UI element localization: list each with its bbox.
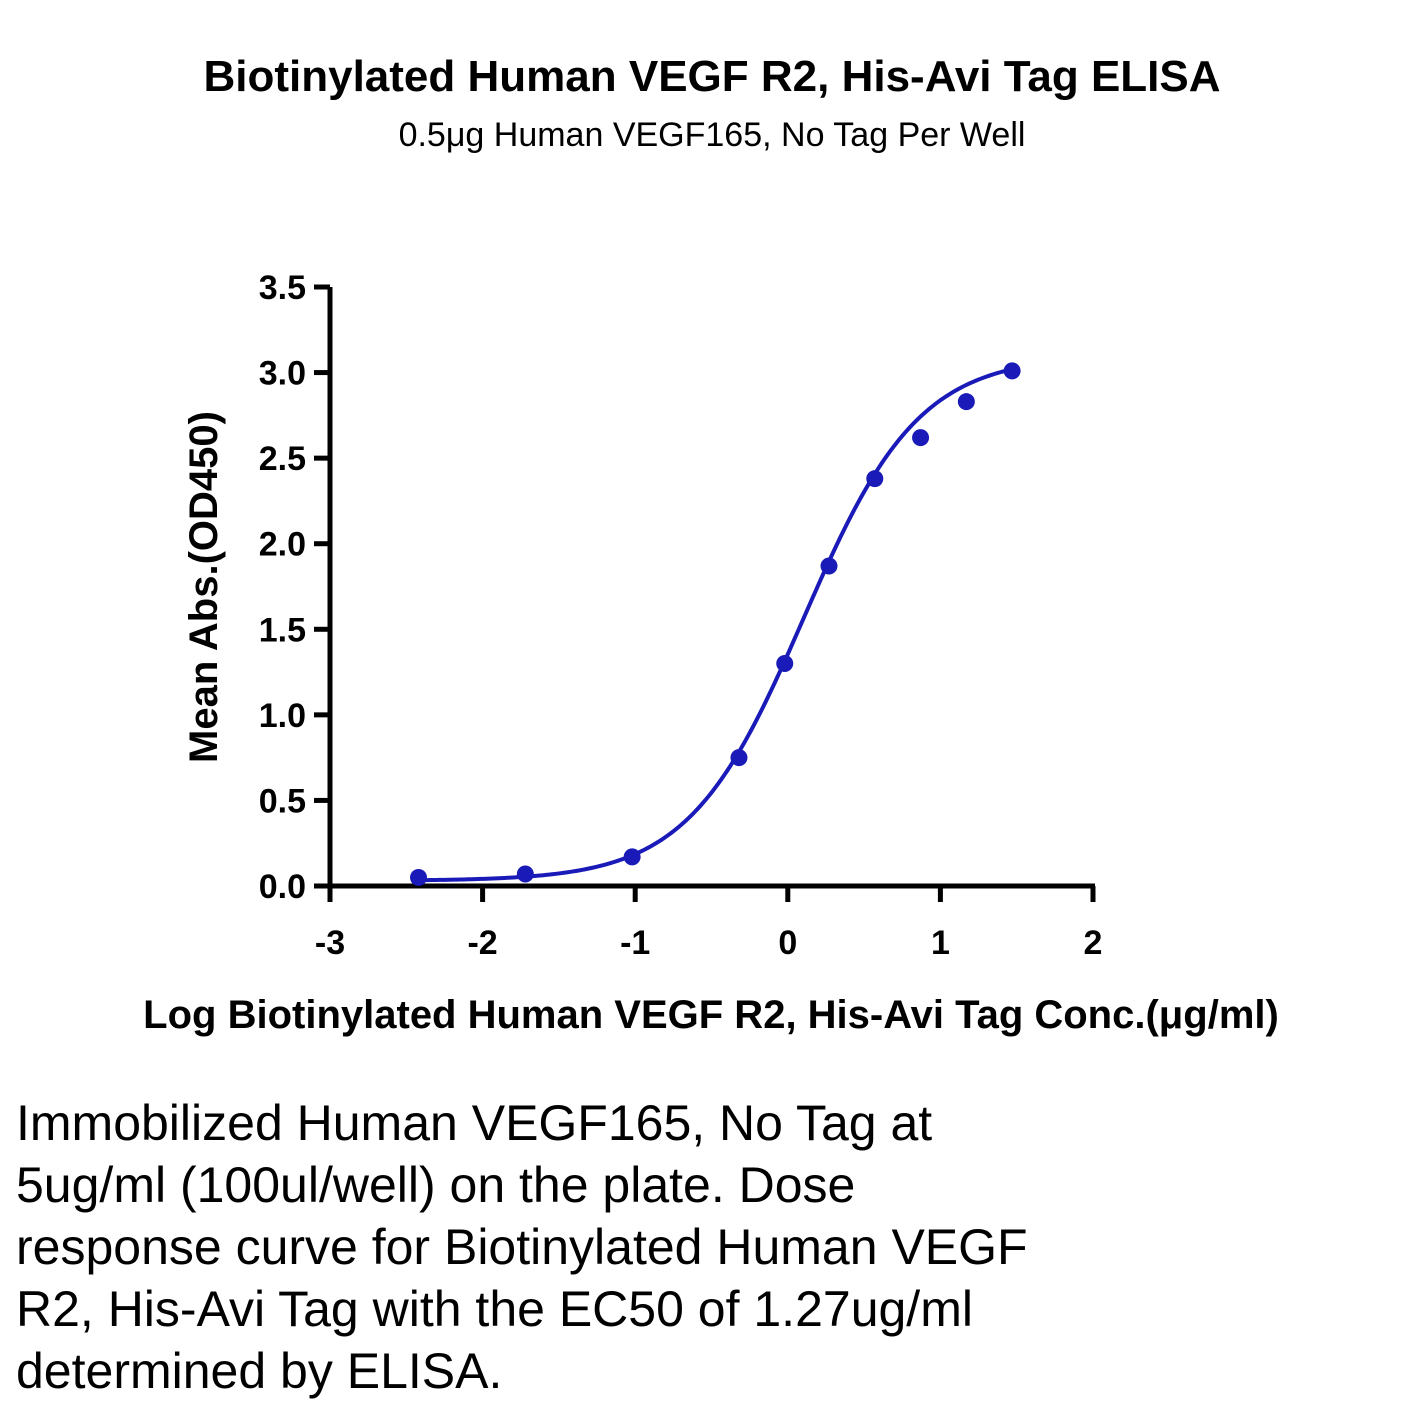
y-axis-title: Mean Abs.(OD450) [182, 411, 226, 763]
chart-plot: 0.0 0.5 1.0 1.5 2.0 2.5 3.0 3.5 -3 -2 -1 0 1 2 Mean … [143, 269, 1279, 1037]
data-point [866, 470, 884, 488]
y-tick-label: 0.5 [259, 782, 306, 820]
data-point [957, 393, 975, 411]
data-point [912, 429, 930, 447]
x-ticks: -3 -2 -1 0 1 2 [315, 886, 1103, 962]
data-point [776, 655, 794, 673]
fit-curve [418, 367, 1013, 883]
y-tick-label: 2.0 [259, 526, 306, 564]
y-tick-label: 0.0 [259, 868, 306, 906]
chart-title: Biotinylated Human VEGF R2, His-Avi Tag … [203, 52, 1221, 101]
axes [327, 287, 1095, 889]
data-point [623, 848, 641, 866]
data-point [516, 865, 534, 883]
x-tick-label: -2 [467, 924, 497, 962]
y-tick-label: 3.5 [259, 269, 306, 307]
fit-curves [418, 367, 1013, 883]
x-tick-label: -3 [315, 924, 345, 962]
x-tick-label: -1 [620, 924, 650, 962]
chart-subtitle: 0.5μg Human VEGF165, No Tag Per Well [398, 116, 1026, 154]
y-tick-label: 1.5 [259, 611, 306, 649]
caption: Immobilized Human VEGF165, No Tag at 5ug… [16, 1095, 1028, 1399]
x-tick-label: 1 [931, 924, 950, 962]
data-point [820, 557, 838, 575]
y-tick-label: 3.0 [259, 355, 306, 393]
data-point [730, 749, 748, 767]
data-point [1003, 362, 1021, 380]
data-point [410, 868, 428, 886]
x-tick-label: 0 [778, 924, 797, 962]
x-axis-title: Log Biotinylated Human VEGF R2, His-Avi … [143, 993, 1279, 1037]
x-tick-label: 2 [1084, 924, 1103, 962]
y-ticks: 0.0 0.5 1.0 1.5 2.0 2.5 3.0 3.5 [259, 269, 330, 906]
y-tick-label: 2.5 [259, 440, 306, 478]
y-tick-label: 1.0 [259, 697, 306, 735]
data-points [410, 362, 1021, 886]
